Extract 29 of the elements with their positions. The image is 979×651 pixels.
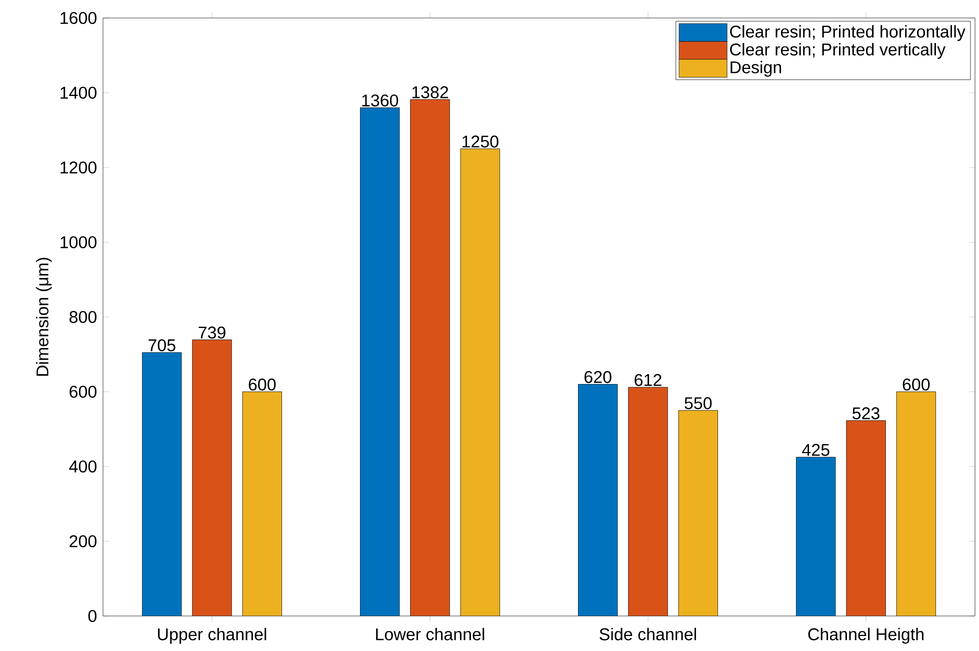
y-tick-label: 0 bbox=[88, 610, 96, 622]
y-tick-label: 1600 bbox=[60, 12, 96, 24]
data-label: 620 bbox=[584, 371, 612, 384]
x-tick-label: Upper channel bbox=[158, 628, 266, 644]
legend-label: Clear resin; Printed horizontally bbox=[730, 25, 966, 42]
y-axis-title: Dimension (μm) bbox=[36, 258, 52, 376]
y-tick-label: 600 bbox=[70, 386, 96, 398]
legend-label: Clear resin; Printed vertically bbox=[730, 43, 946, 59]
data-label: 1250 bbox=[462, 136, 498, 148]
y-tick-label: 1400 bbox=[60, 86, 96, 99]
data-label: 600 bbox=[248, 378, 276, 391]
y-tick-label: 400 bbox=[69, 460, 96, 473]
y-tick-label: 800 bbox=[70, 310, 96, 324]
data-label: 425 bbox=[802, 444, 830, 456]
y-tick-label: 200 bbox=[70, 535, 96, 548]
data-label: 1382 bbox=[412, 86, 448, 98]
data-label: 600 bbox=[902, 378, 930, 391]
data-label: 523 bbox=[852, 407, 880, 420]
y-tick-label: 1200 bbox=[60, 161, 96, 174]
x-tick-label: Lower channel bbox=[376, 628, 484, 640]
data-label: 705 bbox=[148, 339, 176, 352]
data-label: 550 bbox=[684, 397, 712, 410]
x-tick-label: Side channel bbox=[600, 628, 696, 640]
data-label: 1360 bbox=[362, 94, 398, 106]
y-tick-label: 1000 bbox=[60, 236, 96, 248]
data-label: 739 bbox=[198, 326, 226, 339]
x-tick-label: Channel Heigth bbox=[808, 628, 924, 644]
data-label: 612 bbox=[634, 374, 662, 386]
legend-label: Design bbox=[730, 60, 782, 77]
